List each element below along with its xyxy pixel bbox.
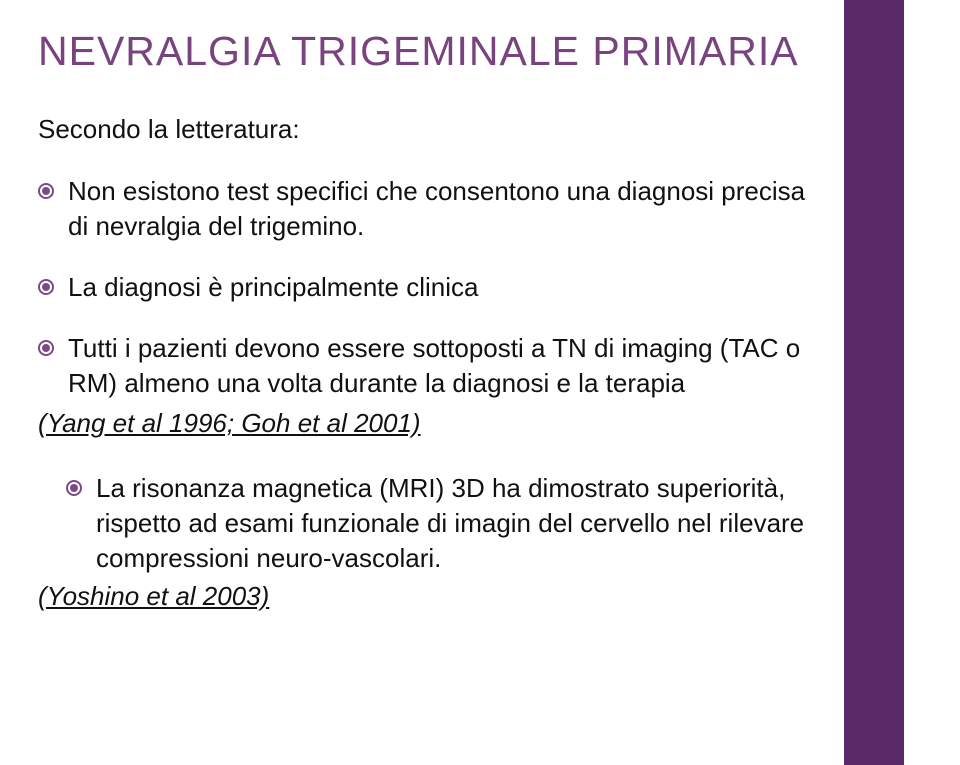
- bullet-text: La risonanza magnetica (MRI) 3D ha dimos…: [96, 471, 810, 576]
- title-text: NEVRALGIA TRIGEMINALE PRIMARIA: [38, 28, 799, 74]
- slide-content: NEVRALGIA TRIGEMINALE PRIMARIA Secondo l…: [0, 30, 960, 614]
- slide-title: NEVRALGIA TRIGEMINALE PRIMARIA: [38, 30, 810, 73]
- bullet-icon: [38, 279, 54, 295]
- bullet-text: Non esistono test specifici che consento…: [68, 174, 810, 244]
- citation: (Yoshino et al 2003): [38, 580, 810, 614]
- bullet-item: La diagnosi è principalmente clinica: [38, 270, 810, 305]
- bullet-icon: [66, 480, 82, 496]
- bullet-text: La diagnosi è principalmente clinica: [68, 270, 478, 305]
- bullet-item: La risonanza magnetica (MRI) 3D ha dimos…: [66, 471, 810, 576]
- bullet-icon: [38, 183, 54, 199]
- bullet-text: Tutti i pazienti devono essere sottopost…: [68, 331, 810, 401]
- bullet-item: Tutti i pazienti devono essere sottopost…: [38, 331, 810, 401]
- bullet-icon: [38, 340, 54, 356]
- citation: (Yang et al 1996; Goh et al 2001): [38, 407, 810, 441]
- lead-text: Secondo la letteratura:: [38, 113, 810, 146]
- bullet-item: Non esistono test specifici che consento…: [38, 174, 810, 244]
